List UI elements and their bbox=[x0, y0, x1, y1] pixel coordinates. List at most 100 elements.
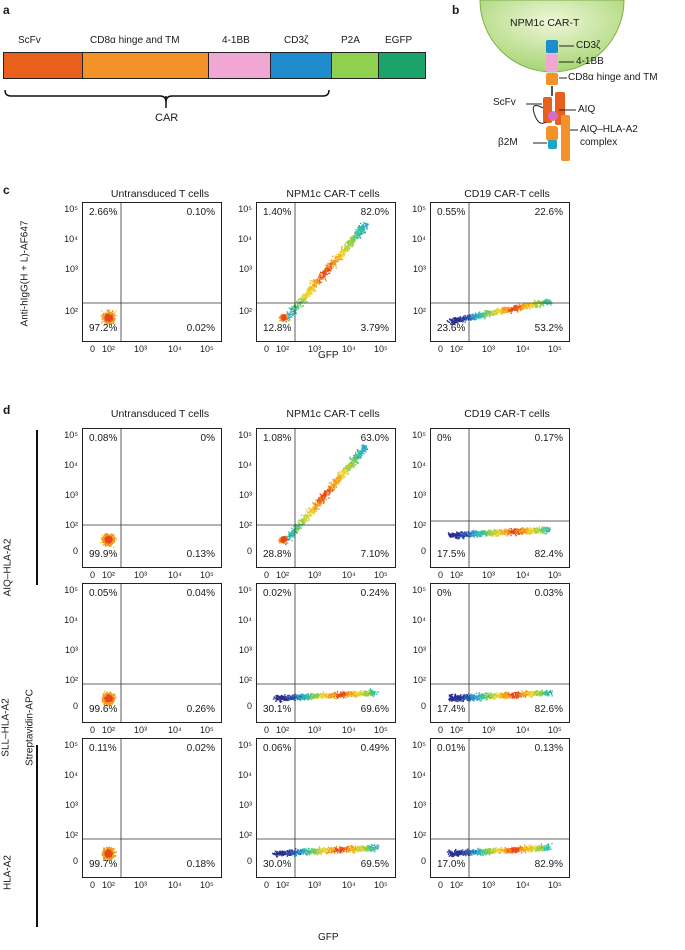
flow-plot: 0.08% 0% 99.9% 0.13% bbox=[82, 428, 222, 568]
y-tick-label: 0 bbox=[246, 856, 252, 866]
b2m-domain bbox=[548, 140, 557, 149]
x-tick-label: 10⁵ bbox=[374, 725, 388, 735]
d-title-npm1c: NPM1c CAR-T cells bbox=[286, 408, 380, 420]
y-tick-label: 10⁴ bbox=[238, 770, 252, 780]
x-tick-label: 10³ bbox=[308, 880, 322, 890]
y-tick-label: 10⁴ bbox=[412, 615, 426, 625]
quadrant-ul-percent: 0% bbox=[437, 433, 452, 444]
quadrant-ul-percent: 1.08% bbox=[263, 433, 292, 444]
d-row-label-aiq: AIQ–HLA-A2 bbox=[2, 538, 14, 597]
y-tick-label: 0 bbox=[420, 546, 426, 556]
x-tick-label: 10⁵ bbox=[548, 880, 562, 890]
c-title-cd19: CD19 CAR-T cells bbox=[464, 188, 550, 200]
quadrant-lr-percent: 69.5% bbox=[360, 859, 389, 870]
car-bracket bbox=[4, 89, 330, 108]
segment-cd8-hinge bbox=[82, 52, 209, 79]
label-cd8: CD8α hinge and TM bbox=[568, 72, 658, 83]
hla-a2-heavy bbox=[561, 115, 570, 161]
segment-label-41bb: 4-1BB bbox=[222, 35, 250, 46]
y-tick-label: 0 bbox=[420, 701, 426, 711]
c-title-npm1c: NPM1c CAR-T cells bbox=[286, 188, 380, 200]
y-tick-label: 10³ bbox=[238, 264, 252, 274]
panel-b-letter: b bbox=[452, 3, 460, 17]
y-tick-label: 10³ bbox=[64, 800, 78, 810]
x-tick-label: 10³ bbox=[482, 570, 496, 580]
y-tick-label: 10² bbox=[238, 306, 252, 316]
panel-d-letter: d bbox=[3, 403, 11, 417]
y-tick-label: 0 bbox=[246, 701, 252, 711]
quadrant-ur-percent: 0.13% bbox=[534, 743, 563, 754]
quadrant-ul-percent: 2.66% bbox=[89, 207, 118, 218]
quadrant-ll-percent: 99.7% bbox=[89, 859, 118, 870]
label-aiq: AIQ bbox=[578, 104, 596, 115]
flow-plot: 0.55% 22.6% 23.6% 53.2% bbox=[430, 202, 570, 342]
x-tick-label: 0 bbox=[90, 880, 96, 890]
segment-p2a bbox=[331, 52, 379, 79]
x-tick-label: 10⁵ bbox=[548, 344, 562, 354]
y-tick-label: 10³ bbox=[412, 490, 426, 500]
x-tick-label: 10³ bbox=[308, 570, 322, 580]
y-tick-label: 10⁵ bbox=[238, 585, 252, 595]
quadrant-lr-percent: 82.6% bbox=[534, 704, 563, 715]
panel-c-letter: c bbox=[3, 183, 10, 197]
x-tick-label: 0 bbox=[264, 344, 270, 354]
quadrant-lr-percent: 82.9% bbox=[534, 859, 563, 870]
panel-a-letter: a bbox=[3, 3, 10, 17]
x-tick-label: 10⁵ bbox=[200, 725, 214, 735]
y-tick-label: 10⁵ bbox=[64, 740, 78, 750]
x-tick-label: 10² bbox=[276, 344, 290, 354]
aiq-peptide bbox=[548, 111, 558, 121]
x-tick-label: 0 bbox=[264, 880, 270, 890]
label-aiq-hla: AIQ–HLA-A2 bbox=[580, 124, 638, 135]
y-tick-label: 10⁵ bbox=[64, 585, 78, 595]
flow-plot: 2.66% 0.10% 97.2% 0.02% bbox=[82, 202, 222, 342]
x-tick-label: 10³ bbox=[134, 880, 148, 890]
y-tick-label: 10⁴ bbox=[64, 770, 78, 780]
x-tick-label: 10⁴ bbox=[342, 570, 356, 580]
d-y-axis-label: Streptavidin-APC bbox=[24, 689, 36, 766]
y-tick-label: 10⁵ bbox=[412, 204, 426, 214]
flow-plot: 0.06% 0.49% 30.0% 69.5% bbox=[256, 738, 396, 878]
quadrant-lr-percent: 0.18% bbox=[186, 859, 215, 870]
x-tick-label: 0 bbox=[90, 725, 96, 735]
y-tick-label: 10² bbox=[412, 675, 426, 685]
y-tick-label: 10² bbox=[412, 520, 426, 530]
y-tick-label: 10³ bbox=[64, 264, 78, 274]
y-tick-label: 10³ bbox=[64, 490, 78, 500]
x-tick-label: 10⁴ bbox=[516, 725, 530, 735]
quadrant-ur-percent: 0.10% bbox=[186, 207, 215, 218]
quadrant-ll-percent: 17.4% bbox=[437, 704, 466, 715]
y-tick-label: 10³ bbox=[64, 645, 78, 655]
y-tick-label: 10² bbox=[64, 306, 78, 316]
y-tick-label: 10³ bbox=[412, 800, 426, 810]
y-tick-label: 10⁴ bbox=[412, 460, 426, 470]
quadrant-ur-percent: 0.03% bbox=[534, 588, 563, 599]
quadrant-ll-percent: 17.5% bbox=[437, 549, 466, 560]
x-tick-label: 0 bbox=[264, 725, 270, 735]
y-tick-label: 10⁴ bbox=[238, 460, 252, 470]
quadrant-ll-percent: 30.1% bbox=[263, 704, 292, 715]
quadrant-ll-percent: 23.6% bbox=[437, 323, 466, 334]
y-tick-label: 10⁴ bbox=[64, 234, 78, 244]
d-title-untransduced: Untransduced T cells bbox=[110, 408, 210, 420]
x-tick-label: 10² bbox=[450, 880, 464, 890]
flow-plot: 0.05% 0.04% 99.6% 0.26% bbox=[82, 583, 222, 723]
quadrant-ul-percent: 0.05% bbox=[89, 588, 118, 599]
segment-label-p2a: P2A bbox=[341, 35, 360, 46]
quadrant-ll-percent: 28.8% bbox=[263, 549, 292, 560]
car-label: CAR bbox=[155, 112, 179, 124]
x-tick-label: 10² bbox=[276, 570, 290, 580]
y-tick-label: 10⁵ bbox=[238, 204, 252, 214]
x-tick-label: 10⁵ bbox=[374, 570, 388, 580]
d-row-label-sll: SLL–HLA-A2 bbox=[0, 698, 12, 757]
x-tick-label: 10³ bbox=[308, 725, 322, 735]
x-tick-label: 10² bbox=[276, 880, 290, 890]
y-tick-label: 10² bbox=[64, 675, 78, 685]
quadrant-ul-percent: 0.11% bbox=[89, 743, 117, 754]
y-tick-label: 10⁵ bbox=[412, 430, 426, 440]
c-y-axis-label: Anti-hIgG(H + L)-AF647 bbox=[19, 220, 31, 327]
cd3z-domain bbox=[546, 40, 558, 53]
x-tick-label: 10² bbox=[450, 344, 464, 354]
y-tick-label: 10³ bbox=[238, 490, 252, 500]
quadrant-ul-percent: 0% bbox=[437, 588, 452, 599]
